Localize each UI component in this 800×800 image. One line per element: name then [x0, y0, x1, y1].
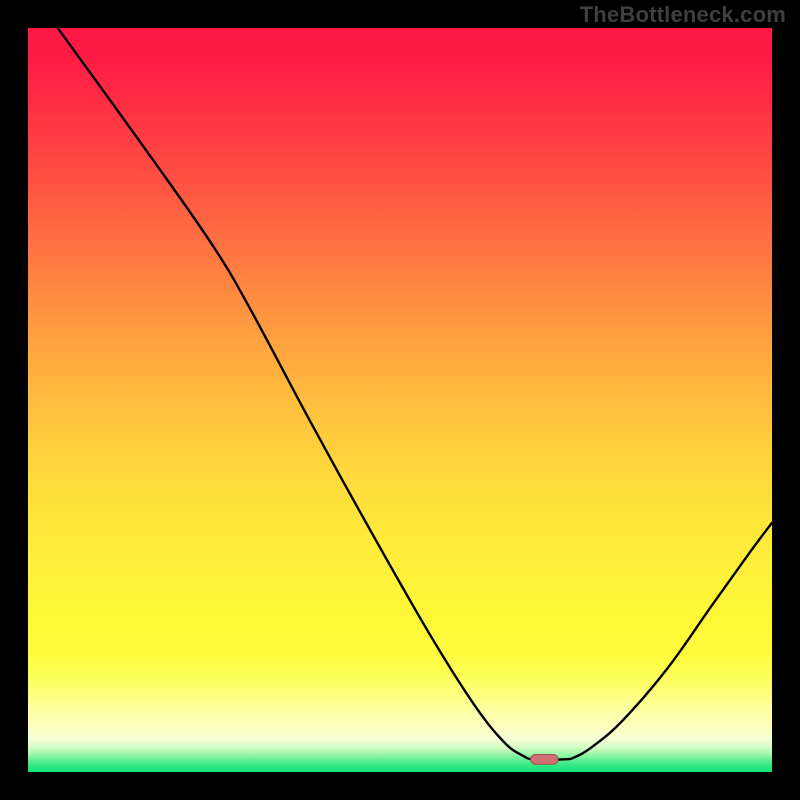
chart-svg — [28, 28, 772, 772]
watermark-text: TheBottleneck.com — [580, 2, 786, 28]
chart-container — [28, 28, 772, 772]
optimal-marker — [531, 755, 559, 765]
